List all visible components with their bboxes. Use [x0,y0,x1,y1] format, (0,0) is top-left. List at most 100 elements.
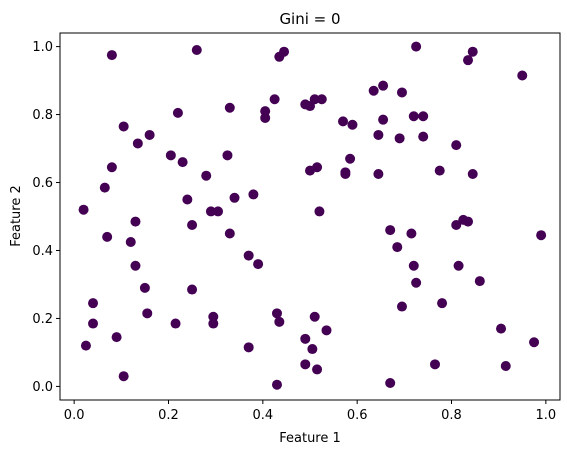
data-point [187,219,198,230]
data-point [300,359,311,370]
y-axis-label: Feature 2 [9,185,24,247]
x-axis-ticks: 0.0 0.2 0.4 0.6 0.8 1.0 [64,400,556,423]
data-point [408,260,419,271]
data-point [338,116,349,127]
data-point [517,70,528,81]
data-point [312,162,323,173]
data-point [177,157,188,168]
data-point [378,114,389,125]
data-point [213,206,224,217]
x-tick-label: 0.4 [252,408,273,423]
chart-title: Gini = 0 [279,10,340,28]
data-point [99,182,110,193]
data-point [408,111,419,122]
data-point [314,206,325,217]
data-point [224,102,235,113]
data-points [78,41,547,390]
data-point [172,107,183,118]
data-point [224,228,235,239]
data-point [80,340,91,351]
data-point [191,44,202,55]
data-point [118,371,129,382]
data-point [170,318,181,329]
data-point [165,150,176,161]
data-point [130,260,141,271]
data-point [430,359,440,370]
data-point [451,140,462,151]
data-point [340,169,351,180]
data-point [269,94,280,105]
data-point [316,94,327,105]
data-point [453,260,464,271]
data-point [88,318,99,329]
data-point [463,55,474,66]
y-tick-label: 0.2 [32,312,53,327]
data-point [253,259,264,270]
data-point [309,311,320,322]
data-point [205,206,216,217]
data-point [271,308,282,319]
data-point [222,150,233,161]
data-point [368,85,379,96]
data-point [396,301,407,312]
data-point [373,169,384,180]
y-tick-label: 0.8 [32,108,53,123]
data-point [248,189,259,200]
data-point [463,216,474,227]
data-point [392,242,403,253]
x-axis-label: Feature 1 [279,431,341,446]
data-point [139,282,150,293]
data-point [102,231,113,242]
data-point [321,325,332,336]
data-point [307,344,318,355]
y-tick-label: 0.4 [32,244,53,259]
data-point [229,192,240,203]
data-point [243,250,254,261]
data-point [373,129,384,140]
data-point [187,284,198,295]
data-point [208,318,219,329]
data-point [88,298,99,309]
data-point [312,364,323,375]
data-point [279,46,290,57]
data-point [434,165,445,176]
data-point [451,219,462,230]
data-point [142,308,153,319]
data-point [144,129,155,140]
data-point [182,194,193,205]
y-axis-ticks: 0.0 0.2 0.4 0.6 0.8 1.0 [32,40,60,395]
data-point [132,138,143,149]
x-tick-label: 0.8 [441,408,462,423]
data-point [201,170,212,181]
data-point [418,131,429,142]
plot-frame [59,32,561,401]
x-tick-label: 0.6 [347,408,368,423]
data-point [437,298,448,309]
data-point [260,112,271,123]
data-point [418,111,429,122]
x-tick-label: 1.0 [536,408,557,423]
y-tick-label: 1.0 [32,40,53,55]
data-point [243,342,254,353]
y-tick-label: 0.0 [32,380,53,395]
data-point [411,41,422,52]
data-point [500,361,511,372]
data-point [111,332,122,343]
data-point [467,169,478,180]
data-point [378,80,389,91]
data-point [347,119,358,130]
data-point [529,337,540,348]
data-point [496,323,507,334]
x-tick-label: 0.0 [64,408,85,423]
data-point [130,216,141,227]
data-point [394,133,405,144]
data-point [536,230,547,241]
data-point [406,228,417,239]
data-point [271,379,282,390]
data-point [345,153,356,164]
data-point [274,316,285,327]
data-point [411,277,422,288]
data-point [474,276,485,287]
data-point [385,225,396,236]
